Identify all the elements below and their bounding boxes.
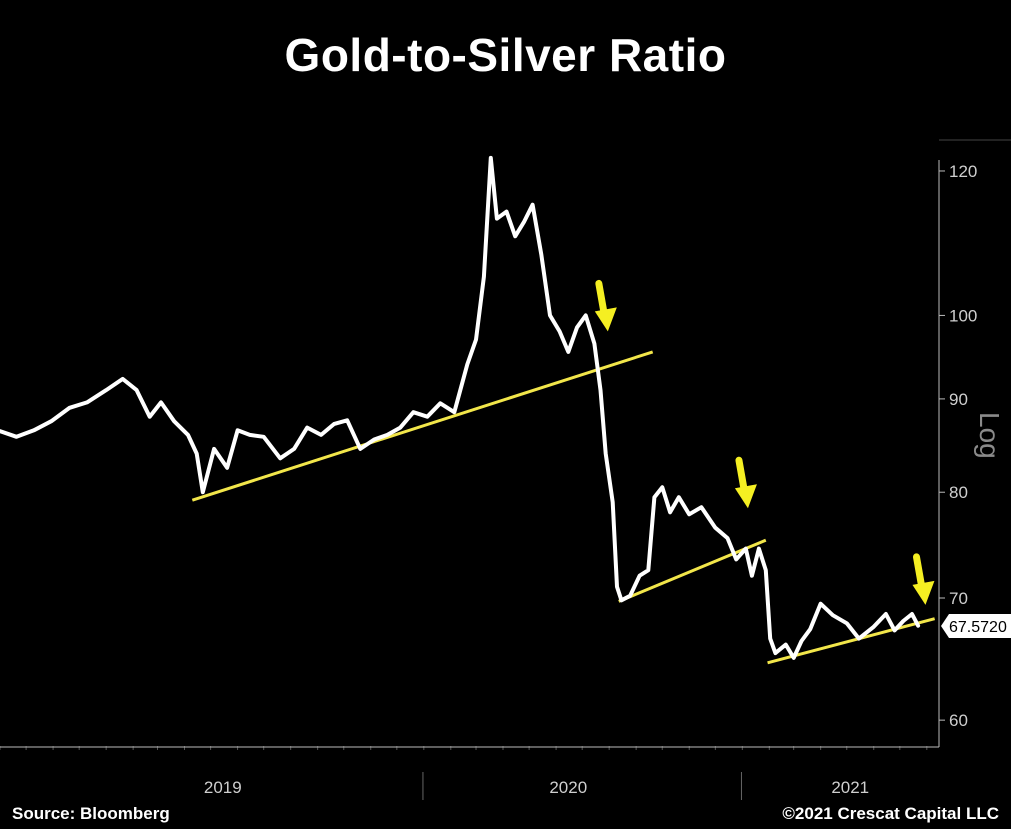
x-tick-label: 2020 [549,778,587,797]
x-tick-label: 2019 [204,778,242,797]
last-value-badge: 67.5720 [941,613,1011,638]
y-tick-label: 80 [949,483,968,502]
trendline [191,350,654,502]
copyright-label: ©2021 Crescat Capital LLC [782,804,999,823]
y-tick-label: 70 [949,589,968,608]
scale-label: Log [974,412,1005,459]
y-tick-label: 120 [949,162,977,181]
trendlines [191,350,936,665]
trendline [618,538,767,603]
y-tick-labels: 60 70 80 90 100 120 [949,162,977,730]
y-tick-label: 100 [949,306,977,325]
axes [0,139,1011,748]
last-value-label: 67.5720 [949,619,1007,636]
down-arrow-head [594,307,617,332]
series-line [0,155,921,660]
last-value-badge-shape [941,613,1011,638]
arrows [594,279,935,605]
source-label: Source: Bloomberg [12,804,170,823]
down-arrow-head [734,484,757,509]
x-tick-label: 2021 [831,778,869,797]
x-tick-labels: 2019 2020 2021 [204,772,869,800]
down-arrow-icon [912,553,935,605]
y-tick-label: 90 [949,390,968,409]
down-arrow-icon [594,279,617,332]
chart-title: Gold-to-Silver Ratio [284,29,727,81]
down-arrow-icon [734,456,757,509]
down-arrow-head [912,580,935,605]
y-tick-label: 60 [949,711,968,730]
gold-silver-ratio-line [0,155,921,660]
